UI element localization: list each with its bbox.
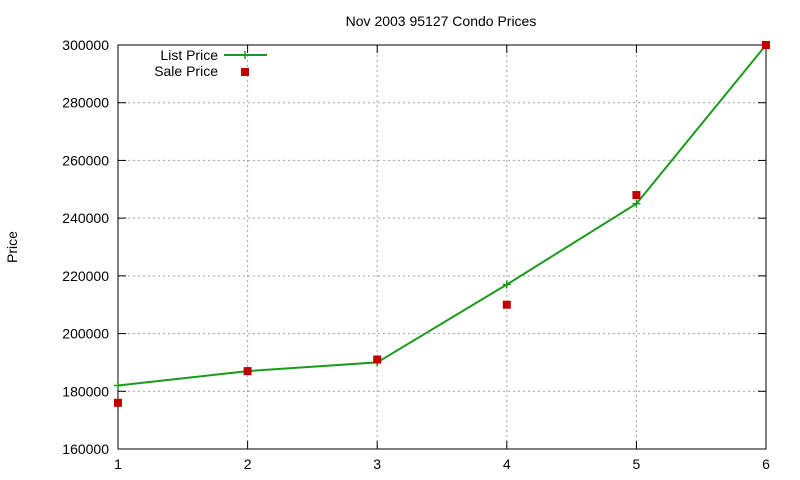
- axis-ticks: 160000 180000 200000 220000 240000 260000 2800…: [62, 37, 770, 472]
- y-tick-label: 160000: [62, 441, 109, 457]
- plot-area-border: [117, 44, 767, 450]
- y-tick-label: 180000: [62, 383, 109, 399]
- series-0: [114, 41, 770, 390]
- data-point: [502, 280, 511, 289]
- data-point: [243, 367, 252, 376]
- x-tick-label: 3: [373, 456, 381, 472]
- data-point: [632, 191, 641, 200]
- data-point: [373, 355, 382, 364]
- y-tick-label: 240000: [62, 210, 109, 226]
- x-tick-label: 6: [762, 456, 770, 472]
- legend-label: List Price: [160, 47, 218, 63]
- y-tick-label: 200000: [62, 326, 109, 342]
- series-group: [114, 41, 770, 407]
- data-point: [762, 41, 770, 49]
- series-line: [117, 44, 767, 387]
- data-point: [114, 381, 122, 390]
- legend-label: Sale Price: [154, 63, 218, 79]
- y-tick-label: 280000: [62, 95, 109, 111]
- y-tick-label: 300000: [62, 37, 109, 53]
- x-tick-label: 5: [633, 456, 641, 472]
- y-tick-label: 260000: [62, 152, 109, 168]
- x-tick-label: 4: [503, 456, 511, 472]
- x-tick-label: 2: [244, 456, 252, 472]
- data-point: [502, 300, 511, 309]
- data-point: [114, 398, 122, 407]
- data-point: [632, 199, 641, 208]
- series-1: [114, 41, 770, 407]
- y-axis-label: Price: [4, 231, 20, 263]
- y-tick-label: 220000: [62, 268, 109, 284]
- legend-marker: [241, 51, 249, 59]
- x-tick-label: 1: [114, 456, 122, 472]
- grid: [118, 45, 766, 449]
- chart-title: Nov 2003 95127 Condo Prices: [346, 13, 537, 29]
- legend-marker: [241, 68, 249, 76]
